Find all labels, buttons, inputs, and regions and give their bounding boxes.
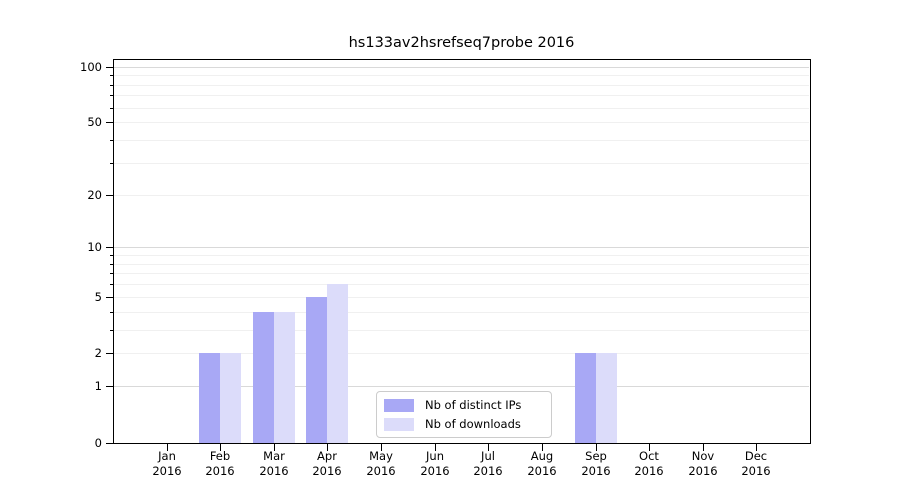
gridline-minor — [114, 75, 809, 76]
x-tick-mark — [167, 444, 168, 451]
x-tick-label: Jan 2016 — [152, 449, 182, 478]
x-tick-label: Mar 2016 — [259, 449, 289, 478]
x-tick-label: May 2016 — [366, 449, 396, 478]
gridline-minor — [114, 85, 809, 86]
y-minor-tick-mark — [110, 330, 113, 331]
x-tick-label: Sep 2016 — [581, 449, 611, 478]
y-tick-mark — [106, 247, 113, 248]
gridline-minor — [114, 297, 809, 298]
y-tick-label: 20 — [87, 188, 102, 202]
y-tick-mark — [106, 67, 113, 68]
gridline-minor — [114, 108, 809, 109]
y-tick-mark — [106, 195, 113, 196]
y-minor-tick-mark — [110, 284, 113, 285]
legend-item-distinct-ips: Nb of distinct IPs — [384, 398, 551, 412]
y-minor-tick-mark — [110, 75, 113, 76]
x-tick-label: Apr 2016 — [312, 449, 342, 478]
x-tick-mark — [327, 444, 328, 451]
y-minor-tick-mark — [110, 140, 113, 141]
gridline-minor — [114, 95, 809, 96]
y-minor-tick-mark — [110, 264, 113, 265]
x-tick-label: Jun 2016 — [420, 449, 450, 478]
x-tick-label: Aug 2016 — [527, 449, 557, 478]
bar-distinct-ips — [306, 297, 327, 443]
gridline-major — [114, 67, 809, 68]
gridline-major — [114, 386, 809, 387]
x-tick-label: Oct 2016 — [634, 449, 664, 478]
y-tick-label: 10 — [87, 240, 102, 254]
y-minor-tick-mark — [110, 273, 113, 274]
legend-label-distinct-ips: Nb of distinct IPs — [425, 398, 522, 412]
legend-label-downloads: Nb of downloads — [425, 417, 521, 431]
y-tick-mark — [106, 297, 113, 298]
x-tick-mark — [274, 444, 275, 451]
gridline-minor — [114, 330, 809, 331]
y-tick-label: 50 — [87, 115, 102, 129]
y-tick-mark — [106, 122, 113, 123]
y-tick-label: 5 — [94, 290, 102, 304]
x-tick-label: Feb 2016 — [205, 449, 235, 478]
gridline-minor — [114, 122, 809, 123]
x-tick-mark — [703, 444, 704, 451]
legend: Nb of distinct IPs Nb of downloads — [376, 391, 552, 438]
y-tick-mark — [106, 443, 113, 444]
chart-title: hs133av2hsrefseq7probe 2016 — [348, 35, 575, 51]
gridline-minor — [114, 273, 809, 274]
legend-swatch-downloads — [384, 417, 414, 431]
y-tick-label: 2 — [94, 346, 102, 360]
x-tick-mark — [435, 444, 436, 451]
y-tick-label: 1 — [94, 379, 102, 393]
bar-downloads — [596, 353, 617, 443]
y-minor-tick-mark — [110, 95, 113, 96]
bar-distinct-ips — [199, 353, 220, 443]
x-tick-mark — [542, 444, 543, 451]
y-tick-label: 100 — [80, 60, 102, 74]
y-minor-tick-mark — [110, 255, 113, 256]
x-tick-label: Dec 2016 — [741, 449, 771, 478]
gridline-minor — [114, 163, 809, 164]
y-minor-tick-mark — [110, 108, 113, 109]
gridline-minor — [114, 140, 809, 141]
y-tick-mark — [106, 353, 113, 354]
bar-distinct-ips — [575, 353, 596, 443]
x-tick-mark — [488, 444, 489, 451]
y-tick-label: 0 — [94, 436, 102, 450]
x-tick-mark — [596, 444, 597, 451]
y-minor-tick-mark — [110, 163, 113, 164]
x-tick-mark — [381, 444, 382, 451]
gridline-minor — [114, 312, 809, 313]
x-tick-mark — [649, 444, 650, 451]
y-minor-tick-mark — [110, 312, 113, 313]
bar-distinct-ips — [253, 312, 274, 443]
gridline-minor — [114, 264, 809, 265]
plot-border — [113, 59, 811, 444]
gridline-major — [114, 247, 809, 248]
gridline-minor — [114, 353, 809, 354]
x-tick-label: Nov 2016 — [688, 449, 718, 478]
bar-downloads — [327, 284, 348, 443]
gridline-minor — [114, 255, 809, 256]
legend-item-downloads: Nb of downloads — [384, 417, 551, 431]
legend-swatch-distinct-ips — [384, 398, 414, 412]
y-minor-tick-mark — [110, 85, 113, 86]
x-tick-mark — [220, 444, 221, 451]
x-tick-mark — [756, 444, 757, 451]
gridline-minor — [114, 195, 809, 196]
y-tick-mark — [106, 386, 113, 387]
bar-downloads — [274, 312, 295, 443]
gridline-minor — [114, 284, 809, 285]
x-tick-label: Jul 2016 — [473, 449, 503, 478]
bar-downloads — [220, 353, 241, 443]
